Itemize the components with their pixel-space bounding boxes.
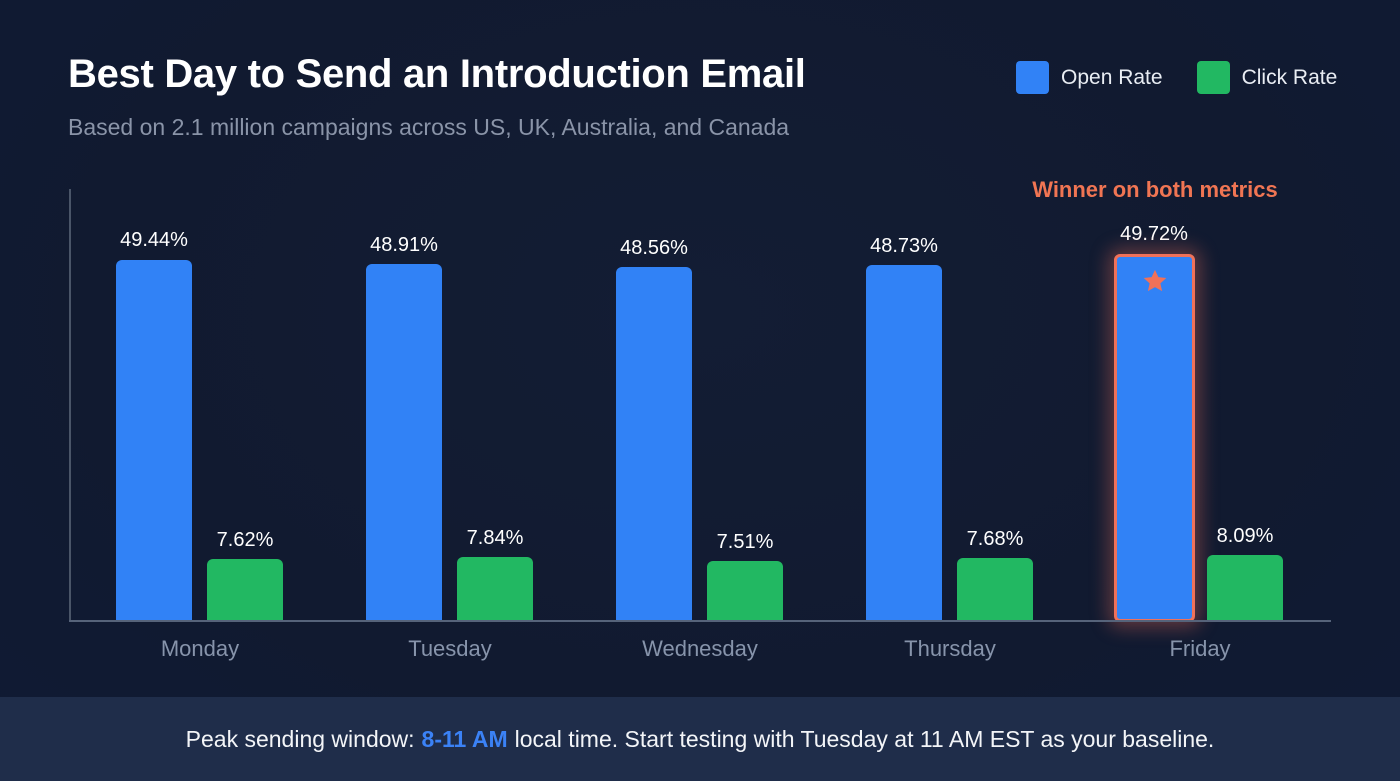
open-rate-bar-wednesday [616, 267, 692, 621]
chart-title: Best Day to Send an Introduction Email [68, 52, 806, 96]
y-axis-line [69, 189, 71, 622]
open-rate-bar-friday-winner [1114, 254, 1195, 622]
footer-highlight-window: 8-11 AM [421, 725, 508, 752]
legend-item-open-rate: Open Rate [1016, 61, 1163, 94]
click-rate-bar-monday [207, 559, 283, 621]
winner-annotation: Winner on both metrics [1032, 177, 1278, 202]
open-rate-value-label: 48.91% [370, 234, 438, 256]
open-rate-value-label: 49.44% [120, 229, 188, 251]
legend: Open Rate Click Rate [1016, 61, 1371, 94]
x-tick-label: Wednesday [642, 636, 758, 661]
footer-text-post: local time. Start testing with Tuesday a… [514, 725, 1215, 752]
footer-text-pre: Peak sending window: [185, 725, 415, 752]
click-rate-value-label: 7.51% [716, 531, 774, 553]
chart-subtitle: Based on 2.1 million campaigns across US… [68, 114, 790, 140]
click-rate-value-label: 7.84% [466, 527, 524, 549]
legend-item-click-rate: Click Rate [1196, 61, 1338, 94]
open-rate-bar-thursday [866, 265, 942, 621]
click-rate-value-label: 8.09% [1216, 525, 1274, 547]
open-rate-value-label: 49.72% [1120, 223, 1188, 245]
x-tick-label: Friday [1169, 636, 1231, 661]
footer-callout: Peak sending window: 8-11 AM local time.… [0, 697, 1400, 781]
open-rate-bar-tuesday [366, 264, 442, 621]
click-rate-value-label: 7.62% [216, 529, 274, 551]
click-rate-bar-tuesday [457, 557, 533, 621]
open-rate-value-label: 48.73% [870, 235, 938, 257]
legend-label: Click Rate [1241, 65, 1338, 89]
click-rate-bar-wednesday [707, 561, 783, 621]
click-rate-swatch-icon [1196, 61, 1230, 94]
x-tick-label: Thursday [904, 636, 996, 661]
x-tick-label: Monday [160, 636, 240, 661]
click-rate-bar-friday [1207, 555, 1283, 621]
open-rate-value-label: 48.56% [620, 237, 688, 259]
click-rate-bar-thursday [957, 558, 1033, 621]
x-tick-label: Tuesday [408, 636, 492, 661]
open-rate-bar-monday [116, 260, 192, 621]
star-icon [1143, 269, 1167, 292]
x-axis-line [69, 620, 1331, 622]
legend-label: Open Rate [1061, 65, 1163, 89]
open-rate-swatch-icon [1016, 61, 1049, 94]
click-rate-value-label: 7.68% [966, 528, 1024, 550]
